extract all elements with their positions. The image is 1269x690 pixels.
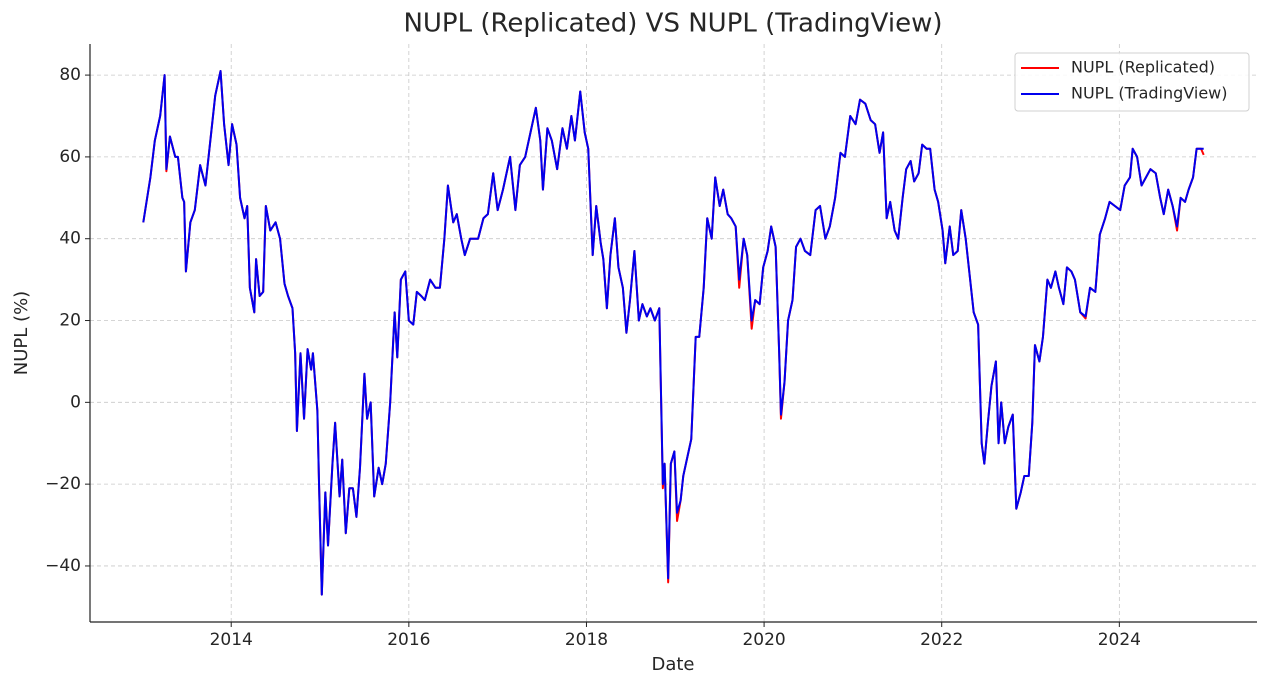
legend: NUPL (Replicated) NUPL (TradingView) xyxy=(1014,52,1250,112)
legend-label: NUPL (TradingView) xyxy=(1071,84,1227,103)
x-tick-label: 2018 xyxy=(565,630,608,650)
y-tick-label: 60 xyxy=(59,147,81,167)
x-tick-label: 2022 xyxy=(920,630,963,650)
x-axis-label: Date xyxy=(651,654,694,675)
y-tick-label: −40 xyxy=(45,556,81,576)
y-tick-label: −20 xyxy=(45,474,81,494)
y-tick-label: 0 xyxy=(70,392,81,412)
y-axis-label: NUPL (%) xyxy=(11,291,32,375)
y-tick-label: 80 xyxy=(59,65,81,85)
y-tick-label: 20 xyxy=(59,311,81,331)
data-line xyxy=(142,70,1205,596)
chart-title: NUPL (Replicated) VS NUPL (TradingView) xyxy=(403,9,942,39)
x-tick-label: 2016 xyxy=(387,630,430,650)
x-tick-label: 2014 xyxy=(210,630,253,650)
legend-label: NUPL (Replicated) xyxy=(1071,58,1215,77)
legend-box xyxy=(1014,52,1250,112)
x-tick-label: 2024 xyxy=(1098,630,1141,650)
data-line xyxy=(142,70,1204,596)
x-tick-label: 2020 xyxy=(742,630,785,650)
y-tick-label: 40 xyxy=(59,229,81,249)
